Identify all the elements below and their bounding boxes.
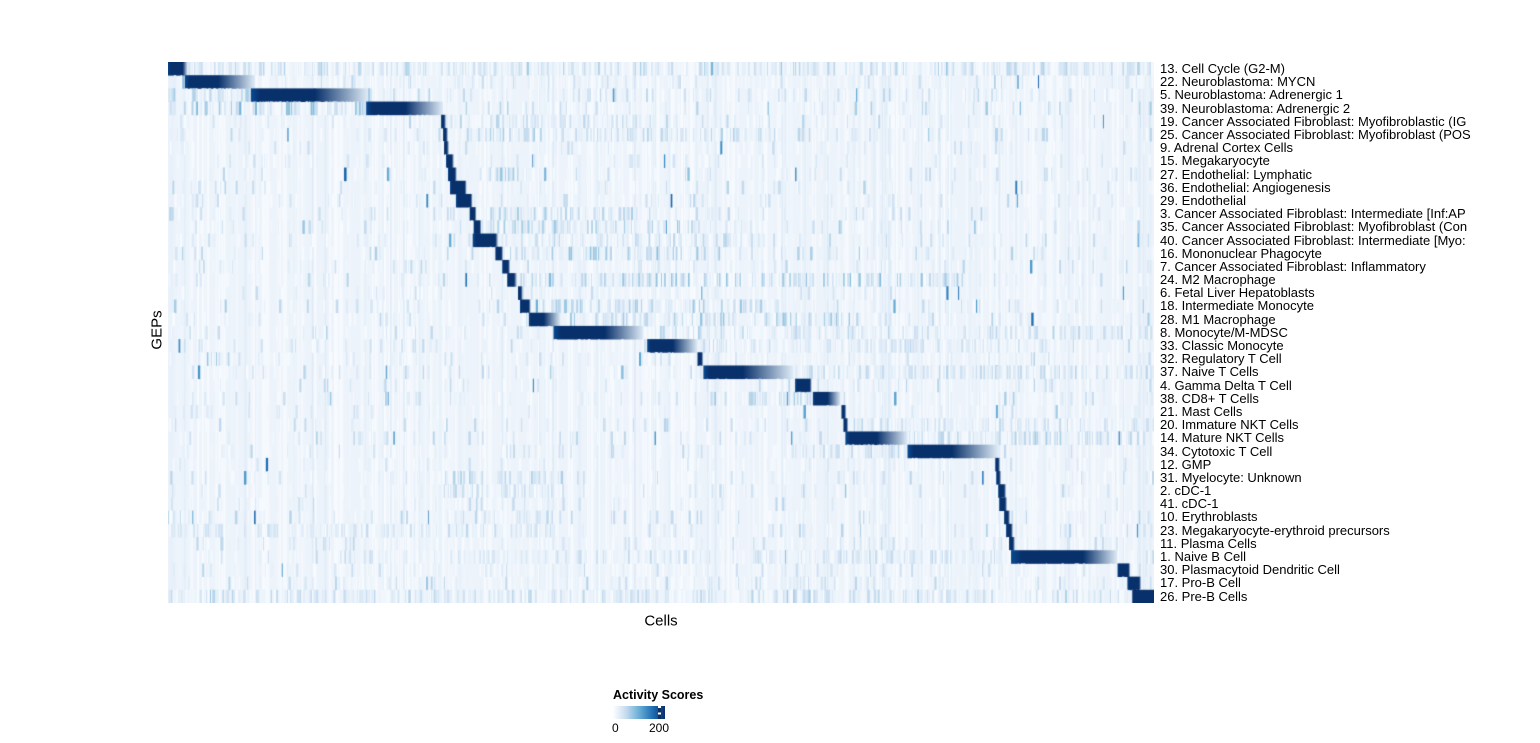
gep-row-label: 9. Adrenal Cortex Cells	[1160, 140, 1293, 156]
legend-tick-labels: 0 200	[612, 721, 693, 735]
legend-tick-200	[658, 706, 661, 719]
gep-row-label: 41. cDC-1	[1160, 496, 1219, 512]
gep-row-label: 14. Mature NKT Cells	[1160, 430, 1285, 446]
gep-row-label: 12. GMP	[1160, 456, 1212, 472]
gep-row-label: 2. cDC-1	[1160, 483, 1212, 499]
gep-row-label: 10. Erythroblasts	[1160, 509, 1258, 525]
gep-row-label: 37. Naive T Cells	[1160, 364, 1259, 380]
gep-row-label: 19. Cancer Associated Fibroblast: Myofib…	[1160, 113, 1467, 129]
gep-row-label: 17. Pro-B Cell	[1160, 575, 1241, 591]
gep-row-label: 13. Cell Cycle (G2-M)	[1160, 62, 1285, 77]
gep-row-label: 29. Endothelial	[1160, 192, 1247, 208]
gep-row-label: 21. Mast Cells	[1160, 403, 1243, 419]
legend-min-label: 0	[612, 721, 619, 735]
gep-row-label: 32. Regulatory T Cell	[1160, 351, 1282, 367]
gep-row-label: 25. Cancer Associated Fibroblast: Myofib…	[1160, 127, 1471, 143]
gep-row-label: 22. Neuroblastoma: MYCN	[1160, 74, 1316, 90]
gep-row-label: 4. Gamma Delta T Cell	[1160, 377, 1292, 393]
gep-row-label: 28. M1 Macrophage	[1160, 311, 1276, 327]
gep-row-label: 31. Myelocyte: Unknown	[1160, 469, 1302, 485]
gep-row-label: 40. Cancer Associated Fibroblast: Interm…	[1160, 232, 1466, 248]
heatmap-canvas	[168, 62, 1154, 603]
gep-row-label: 26. Pre-B Cells	[1160, 588, 1248, 603]
gep-row-label: 20. Immature NKT Cells	[1160, 417, 1299, 433]
gep-row-label: 36. Endothelial: Angiogenesis	[1160, 179, 1331, 195]
gep-row-label: 35. Cancer Associated Fibroblast: Myofib…	[1160, 219, 1468, 235]
gep-row-label: 8. Monocyte/M-MDSC	[1160, 324, 1288, 340]
gep-row-label: 33. Classic Monocyte	[1160, 338, 1284, 354]
gep-row-label: 16. Mononuclear Phagocyte	[1160, 245, 1322, 261]
gep-row-label: 5. Neuroblastoma: Adrenergic 1	[1160, 87, 1343, 103]
legend-200-label: 200	[648, 721, 670, 735]
gep-row-label: 18. Intermediate Monocyte	[1160, 298, 1314, 314]
gep-row-labels: 13. Cell Cycle (G2-M) 22. Neuroblastoma: …	[1160, 62, 1540, 603]
gep-row-label: 11. Plasma Cells	[1160, 535, 1257, 551]
y-axis-label: GEPs	[148, 310, 166, 350]
gep-row-label: 30. Plasmacytoid Dendritic Cell	[1160, 562, 1340, 578]
legend-title: Activity Scores	[613, 688, 704, 702]
activity-scores-legend: Activity Scores 0 200	[612, 688, 733, 735]
gep-row-label: 6. Fetal Liver Hepatoblasts	[1160, 285, 1315, 301]
gep-row-label: 38. CD8+ T Cells	[1160, 390, 1259, 406]
gep-row-label: 15. Megakaryocyte	[1160, 153, 1270, 169]
gep-row-label: 7. Cancer Associated Fibroblast: Inflamm…	[1160, 258, 1426, 274]
gep-row-label: 24. M2 Macrophage	[1160, 272, 1276, 288]
gep-row-label: 3. Cancer Associated Fibroblast: Interme…	[1160, 206, 1466, 222]
legend-gradient-bar	[613, 706, 665, 719]
gep-row-label: 1. Naive B Cell	[1160, 549, 1246, 565]
gep-row-label: 23. Megakaryocyte-erythroid precursors	[1160, 522, 1390, 538]
x-axis-label: Cells	[644, 612, 678, 630]
gep-row-label: 27. Endothelial: Lymphatic	[1160, 166, 1313, 182]
gep-row-label: 34. Cytotoxic T Cell	[1160, 443, 1273, 459]
gep-row-label: 39. Neuroblastoma: Adrenergic 2	[1160, 100, 1351, 116]
